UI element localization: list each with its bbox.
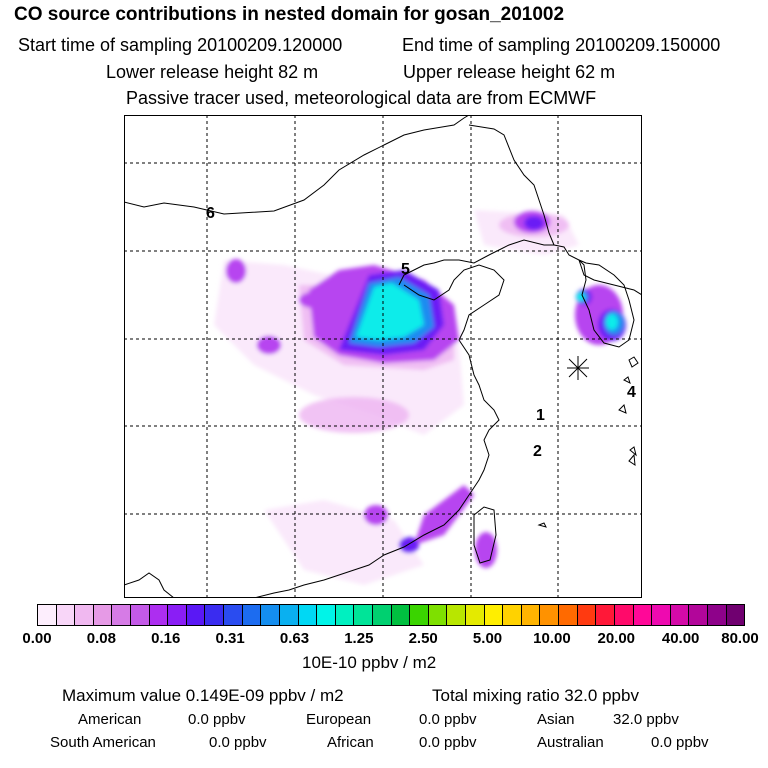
- colorbar-cell: [633, 605, 653, 625]
- colorbar-cell: [707, 605, 727, 625]
- colorbar-cell: [149, 605, 169, 625]
- colorbar-tick-label: 5.00: [472, 630, 503, 647]
- lat-lon-grid: [124, 115, 642, 598]
- source-name-american: American: [78, 711, 142, 728]
- colorbar-cell: [354, 605, 373, 625]
- source-value-european: 0.0 ppbv: [419, 711, 477, 728]
- colorbar-cell: [242, 605, 262, 625]
- colorbar-cell: [689, 605, 708, 625]
- colorbar-tick-label: 2.50: [408, 630, 438, 647]
- region-label-1: 1: [536, 407, 545, 424]
- source-value-african: 0.0 ppbv: [419, 734, 477, 751]
- region-label-6: 6: [206, 205, 215, 222]
- receptor-star-icon: [567, 356, 589, 380]
- colorbar: [37, 604, 745, 626]
- source-name-asian: Asian: [537, 711, 575, 728]
- source-name-south-american: South American: [50, 734, 156, 751]
- colorbar-cell: [186, 605, 206, 625]
- colorbar-cell: [224, 605, 243, 625]
- colorbar-cell: [93, 605, 113, 625]
- colorbar-tick-label: 80.00: [721, 630, 759, 647]
- colorbar-cell: [279, 605, 299, 625]
- colorbar-cell: [503, 605, 522, 625]
- colorbar-cell: [56, 605, 76, 625]
- source-value-asian: 32.0 ppbv: [613, 711, 679, 728]
- colorbar-tick-label: 1.25: [344, 630, 374, 647]
- colorbar-tick-label: 40.00: [661, 630, 700, 647]
- region-label-5: 5: [401, 261, 410, 278]
- colorbar-cell: [298, 605, 318, 625]
- colorbar-cell: [261, 605, 280, 625]
- colorbar-cell: [205, 605, 225, 625]
- source-value-american: 0.0 ppbv: [188, 711, 246, 728]
- colorbar-cell: [670, 605, 690, 625]
- source-value-australian: 0.0 ppbv: [651, 734, 709, 751]
- colorbar-tick-label: 10.00: [533, 630, 571, 647]
- coastlines: [124, 115, 642, 598]
- colorbar-cell: [428, 605, 448, 625]
- concentration-map: [124, 115, 642, 598]
- colorbar-cell: [391, 605, 411, 625]
- colorbar-tick-label: 0.31: [215, 630, 245, 647]
- source-name-european: European: [306, 711, 372, 728]
- colorbar-units: 10E-10 ppbv / m2: [302, 653, 437, 672]
- source-name-australian: Australian: [537, 734, 604, 751]
- colorbar-cell: [484, 605, 504, 625]
- region-label-4: 4: [627, 384, 636, 401]
- total-mixing-ratio: Total mixing ratio 32.0 ppbv: [432, 686, 639, 705]
- colorbar-cell: [596, 605, 615, 625]
- colorbar-cell: [447, 605, 467, 625]
- end-time: End time of sampling 20100209.150000: [402, 35, 721, 55]
- colorbar-cell: [614, 605, 634, 625]
- colorbar-cell: [335, 605, 355, 625]
- colorbar-cell: [372, 605, 392, 625]
- colorbar-cell: [521, 605, 541, 625]
- page-title: CO source contributions in nested domain…: [14, 4, 565, 25]
- lower-release-height: Lower release height 82 m: [106, 62, 319, 82]
- colorbar-cell: [112, 605, 132, 625]
- colorbar-cell: [726, 605, 745, 625]
- upper-release-height: Upper release height 62 m: [403, 62, 616, 82]
- colorbar-tick-label: 0.00: [22, 630, 52, 647]
- colorbar-cell: [577, 605, 597, 625]
- colorbar-tick-label: 0.63: [279, 630, 310, 647]
- colorbar-cell: [317, 605, 336, 625]
- colorbar-cell: [168, 605, 187, 625]
- colorbar-cell: [38, 605, 57, 625]
- region-label-2: 2: [533, 443, 542, 460]
- colorbar-cell: [652, 605, 671, 625]
- colorbar-cell: [75, 605, 94, 625]
- colorbar-cell: [466, 605, 485, 625]
- colorbar-cell: [540, 605, 560, 625]
- source-value-south-american: 0.0 ppbv: [209, 734, 267, 751]
- colorbar-cell: [131, 605, 150, 625]
- start-time: Start time of sampling 20100209.120000: [18, 35, 343, 55]
- tracer-note: Passive tracer used, meteorological data…: [126, 88, 597, 108]
- colorbar-cell: [559, 605, 578, 625]
- colorbar-tick-label: 20.00: [597, 630, 636, 647]
- colorbar-tick-label: 0.08: [86, 630, 116, 647]
- max-value: Maximum value 0.149E-09 ppbv / m2: [62, 686, 344, 705]
- colorbar-cell: [410, 605, 429, 625]
- colorbar-tick-label: 0.16: [151, 630, 181, 647]
- source-name-african: African: [327, 734, 374, 751]
